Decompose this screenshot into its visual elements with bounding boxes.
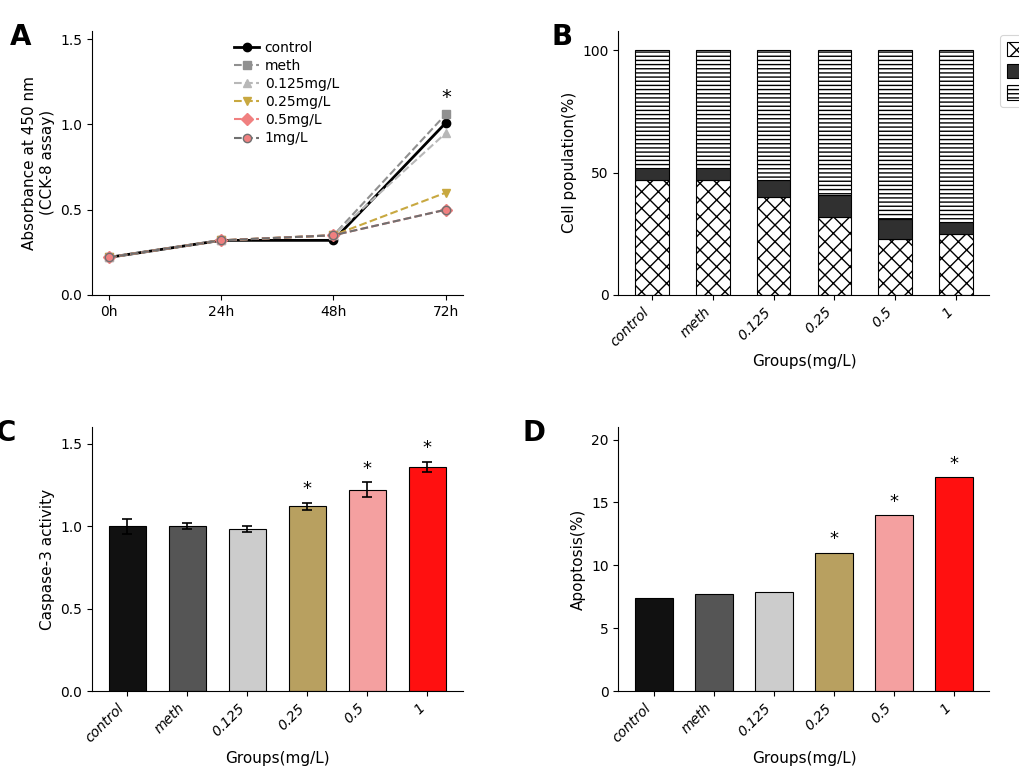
Legend: G1, G2, S: G1, G2, S [999, 35, 1019, 108]
X-axis label: Groups(mg/L): Groups(mg/L) [751, 354, 855, 369]
Bar [934, 478, 971, 691]
Bar [814, 553, 852, 691]
Text: *: * [828, 531, 838, 548]
Bar [695, 180, 729, 295]
Text: *: * [363, 460, 371, 478]
Text: B: B [551, 23, 573, 51]
Bar [695, 594, 732, 691]
Bar [635, 167, 668, 180]
Bar [817, 217, 850, 295]
Bar [817, 50, 850, 194]
Bar [938, 50, 971, 221]
Text: *: * [440, 88, 450, 108]
Bar [109, 526, 146, 691]
Bar [755, 592, 792, 691]
Bar [348, 490, 385, 691]
Text: *: * [949, 455, 958, 473]
Bar [409, 467, 445, 691]
Bar [635, 180, 668, 295]
Bar [695, 50, 729, 167]
Bar [756, 197, 790, 295]
Text: *: * [889, 492, 898, 511]
Bar [938, 221, 971, 233]
Bar [877, 219, 911, 239]
Bar [817, 194, 850, 217]
Bar [635, 50, 668, 167]
Bar [635, 598, 672, 691]
Bar [874, 515, 912, 691]
Bar [756, 180, 790, 197]
Bar [938, 233, 971, 295]
Text: A: A [10, 23, 32, 51]
Bar [288, 506, 325, 691]
Bar [228, 529, 266, 691]
X-axis label: Groups(mg/L): Groups(mg/L) [751, 750, 855, 766]
Bar [756, 50, 790, 180]
Y-axis label: Absorbance at 450 nm
(CCK-8 assay): Absorbance at 450 nm (CCK-8 assay) [22, 76, 54, 250]
Bar [877, 239, 911, 295]
Legend: control, meth, 0.125mg/L, 0.25mg/L, 0.5mg/L, 1mg/L: control, meth, 0.125mg/L, 0.25mg/L, 0.5m… [228, 35, 344, 151]
Y-axis label: Cell population(%): Cell population(%) [561, 92, 577, 233]
Bar [877, 50, 911, 219]
Y-axis label: Apoptosis(%): Apoptosis(%) [570, 508, 585, 610]
Y-axis label: Caspase-3 activity: Caspase-3 activity [40, 488, 54, 630]
Text: C: C [0, 419, 15, 447]
X-axis label: Groups(mg/L): Groups(mg/L) [225, 750, 329, 766]
Text: D: D [522, 419, 544, 447]
Text: *: * [303, 480, 312, 498]
Bar [695, 167, 729, 180]
Bar [168, 526, 206, 691]
Text: *: * [422, 439, 431, 457]
